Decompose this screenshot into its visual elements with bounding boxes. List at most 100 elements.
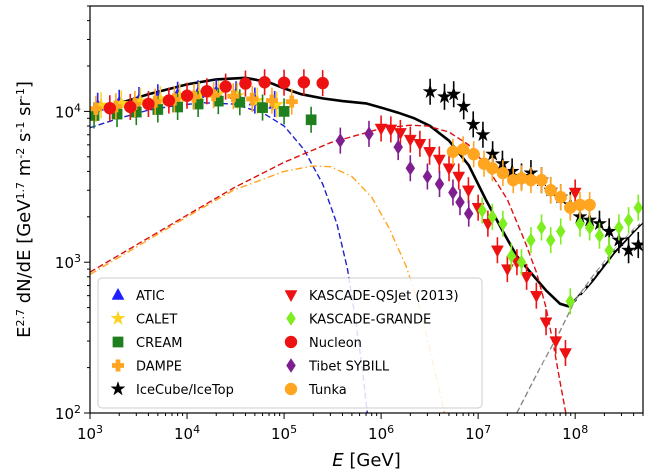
data-point-kascade-grande [594,228,605,243]
y-tick-label: 104 [55,101,81,122]
legend-marker [110,310,126,325]
data-point-tunka [486,161,499,175]
legend-label: ATIC [136,289,165,304]
data-point-dampe [90,102,102,115]
data-point-tibet-sybill [463,206,474,221]
data-point-kascade-qsjet-2013 [559,348,572,361]
data-point-tunka [524,173,538,187]
data-point-nucleon [239,77,252,90]
data-point-icecube-icetop [475,126,491,142]
data-point-icecube-icetop [465,116,481,131]
data-point-kascade-qsjet-2013 [520,272,534,284]
data-point-kascade-grande [487,209,498,225]
data-points [90,69,643,367]
data-point-tibet-sybill [405,160,416,176]
x-tick-label: 105 [271,423,297,444]
data-point-tibet-sybill [448,185,458,200]
data-point-kascade-grande [565,294,576,309]
legend-entry-kascade-qsjet-2013: KASCADE-QSJet (2013) [284,289,459,304]
data-point-kascade-grande [506,248,517,264]
legend-marker [286,311,296,326]
legend-marker [111,287,125,300]
legend-marker [284,335,298,349]
series-dampe [90,82,298,122]
legend-marker [284,382,298,396]
data-point-kascade-grande [545,232,556,248]
data-point-tunka [544,184,557,197]
legend-marker [286,358,296,373]
data-point-nucleon [162,94,176,107]
legend-entry-dampe: DAMPE [112,359,182,375]
x-tick-label: 106 [368,423,394,444]
data-point-cream [305,114,317,126]
legend-entry-tunka: Tunka [284,382,347,398]
legend-label: KASCADE-GRANDE [309,313,431,328]
legend-entry-tibet-sybill: Tibet SYBILL [286,358,390,375]
legend-label: Tibet SYBILL [308,360,390,375]
data-point-kascade-qsjet-2013 [413,139,427,151]
legend-label: DAMPE [136,360,182,375]
data-point-kascade-qsjet-2013 [393,128,407,141]
data-point-kascade-grande [604,242,614,258]
data-point-cream [152,104,164,115]
series-kascade-grande [477,194,643,315]
y-axis-label: E2.7 dN/dE [GeV1.7 m-2 s-1 sr-1] [14,81,36,338]
legend-entry-cream: CREAM [112,336,182,351]
data-point-nucleon [316,76,329,90]
data-point-kascade-grande [623,212,634,228]
data-point-tunka [535,173,548,187]
data-point-nucleon [180,89,194,103]
data-point-kascade-grande [526,232,536,248]
data-point-tunka [554,190,567,204]
data-point-kascade-qsjet-2013 [539,317,553,330]
y-tick-label: 103 [55,252,81,273]
data-point-kascade-qsjet-2013 [374,123,388,136]
series-kascade-qsjet-2013 [374,115,582,367]
legend: ATIC CALET CREAM DAMPE IceCube/IceTop KASCADE… [97,277,483,409]
data-point-kascade-grande [584,220,595,235]
data-point-kascade-qsjet-2013 [452,171,466,184]
legend-entry-kascade-grande: KASCADE-GRANDE [286,311,431,328]
data-point-kascade-qsjet-2013 [549,336,563,349]
data-point-kascade-grande [614,220,624,235]
data-point-kascade-qsjet-2013 [384,124,398,137]
data-point-kascade-qsjet-2013 [461,185,475,198]
data-point-icecube-icetop [630,236,643,252]
data-point-kascade-qsjet-2013 [423,147,437,159]
x-tick-label: 107 [465,423,491,444]
legend-label: Tunka [308,383,347,398]
data-point-kascade-qsjet-2013 [403,134,417,147]
x-tick-label: 104 [174,423,200,444]
data-point-kascade-qsjet-2013 [490,245,504,258]
data-point-cream [234,96,246,108]
data-point-kascade-grande [516,254,527,270]
data-point-icecube-icetop [422,83,438,99]
legend-entry-atic: ATIC [111,287,165,304]
data-point-dampe [246,92,259,105]
data-point-kascade-qsjet-2013 [568,187,582,200]
legend-marker [112,336,124,348]
data-point-icecube-icetop [436,88,453,104]
data-point-icecube-icetop [456,98,472,113]
legend-label: KASCADE-QSJet (2013) [309,289,459,304]
data-point-tunka [456,143,470,156]
y-tick-label: 102 [55,403,81,424]
model-curve-dashed [520,220,643,413]
data-point-icecube-icetop [620,242,637,257]
data-point-tibet-sybill [393,139,403,155]
x-tick-label: 108 [562,423,588,444]
data-point-nucleon [277,76,291,89]
legend-marker [112,359,124,372]
legend-marker [110,380,126,396]
series-tunka [446,136,596,221]
legend-marker [284,290,298,303]
series-nucleon [103,69,329,122]
data-point-kascade-qsjet-2013 [529,290,543,303]
data-point-nucleon [200,85,214,98]
x-axis-label: E [GeV] [332,450,400,471]
data-point-kascade-grande [536,220,547,235]
series-tibet-sybill [335,120,474,227]
data-point-tibet-sybill [335,133,346,148]
